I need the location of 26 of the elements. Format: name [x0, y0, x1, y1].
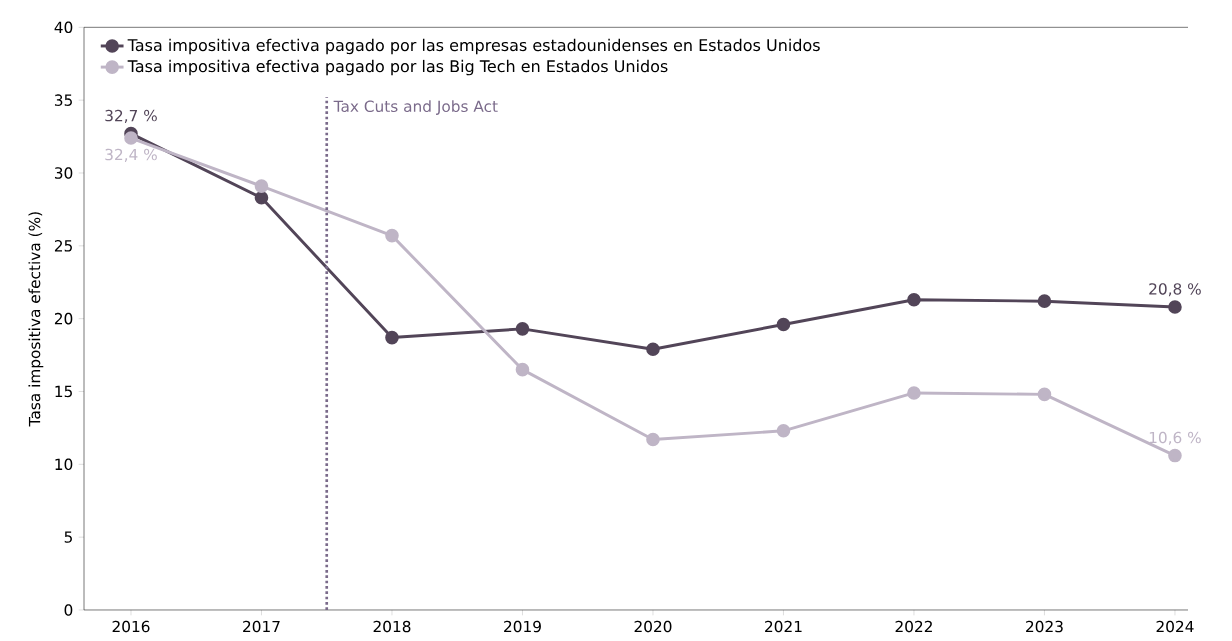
x-tick-label: 2018	[373, 620, 411, 633]
data-label: 32,7 %	[105, 109, 157, 123]
y-tick-label: 10	[55, 458, 73, 470]
x-tick-label: 2023	[1026, 620, 1063, 633]
y-tick-label: 15	[55, 385, 72, 398]
legend-label: Tasa impositiva efectiva pagado por las empresas estadounidenses en Estados Unidos	[127, 38, 820, 55]
x-tick-label: 2019	[504, 620, 541, 633]
y-tick-label: 0	[64, 604, 73, 616]
y-tick-label: 40	[54, 21, 73, 33]
y-tick-label: 20	[54, 312, 73, 325]
x-tick-label: 2017	[243, 620, 280, 633]
x-tick-label: 2024	[1156, 620, 1194, 633]
x-tick-label: 2022	[895, 620, 932, 633]
x-tick-label: 2016	[112, 620, 150, 633]
data-label: 20,8 %	[1149, 282, 1201, 297]
y-tick-label: 5	[64, 531, 72, 543]
y-tick-label: 30	[54, 167, 73, 179]
x-tick-label: 2020	[634, 620, 672, 633]
y-tick-label: 35	[54, 94, 72, 106]
y-tick-label: 25	[54, 239, 72, 252]
x-tick-label: 2021	[765, 620, 802, 633]
legend-label: Tasa impositiva efectiva pagado por las Big Tech en Estados Unidos	[127, 59, 668, 76]
data-label: 10,6 %	[1149, 431, 1201, 445]
data-label: 32,4 %	[105, 148, 157, 162]
ref-line-label: Tax Cuts and Jobs Act	[333, 100, 498, 115]
y-axis-title: Tasa impositiva efectiva (%)	[28, 212, 44, 427]
